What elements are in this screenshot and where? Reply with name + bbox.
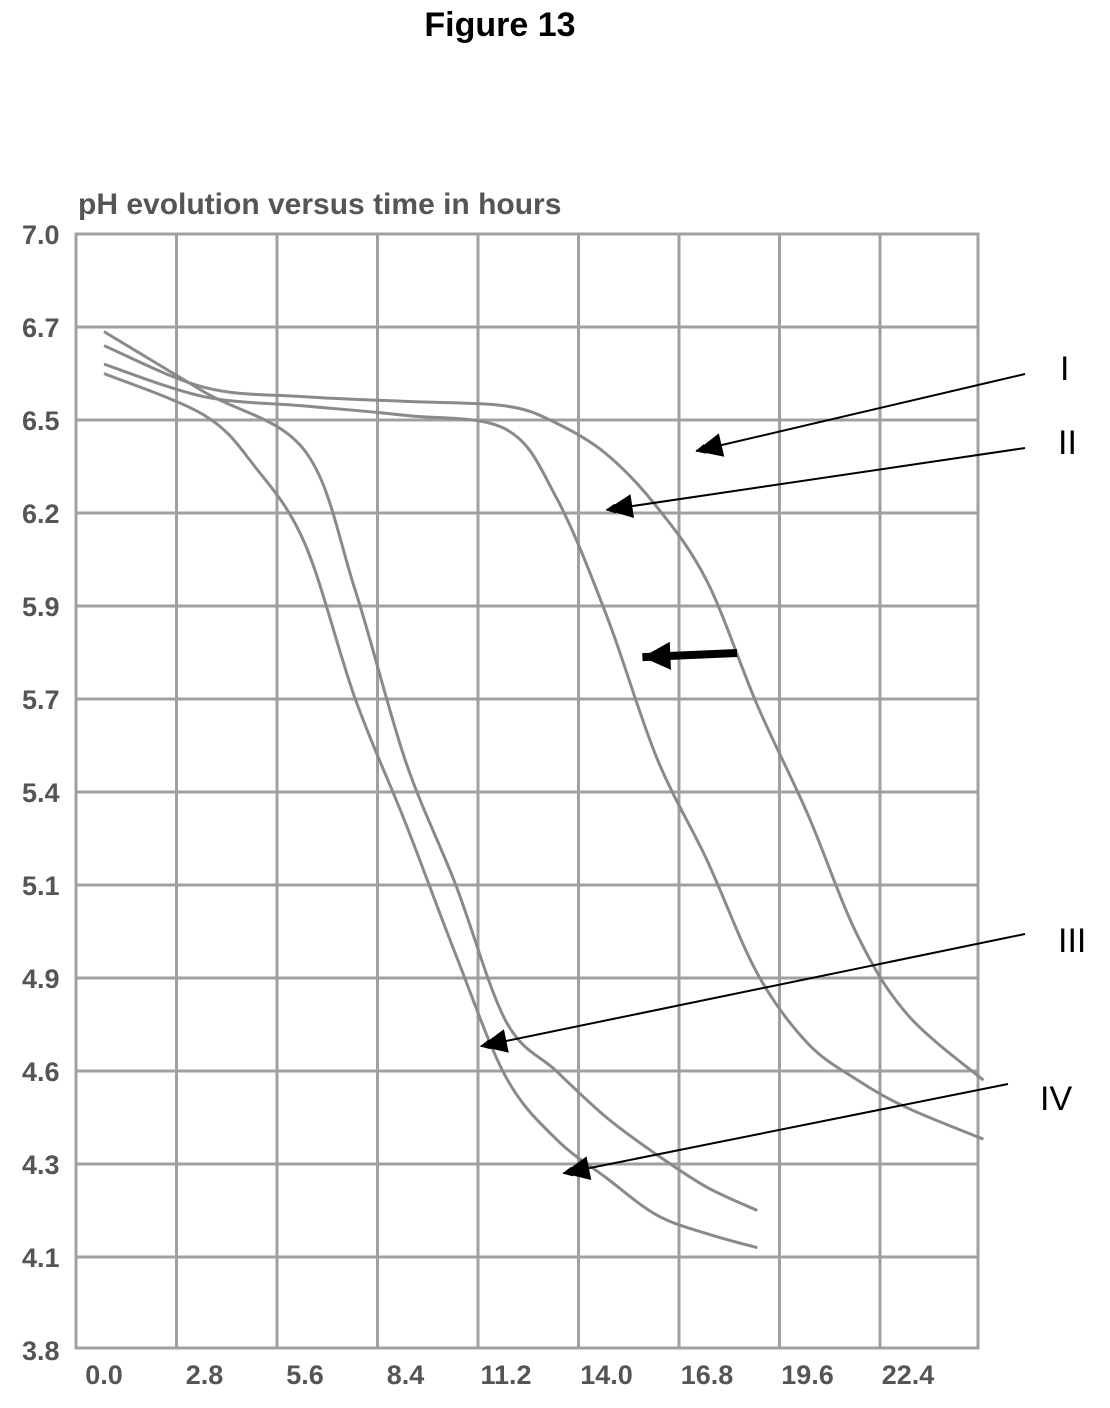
y-tick-label: 4.6 xyxy=(22,1057,60,1087)
annotation-arrow xyxy=(562,1083,1009,1177)
x-tick-label: 22.4 xyxy=(882,1360,935,1390)
annotation-arrowhead xyxy=(696,433,725,457)
annotation-arrow xyxy=(695,373,1026,454)
y-tick-label: 6.2 xyxy=(22,499,60,529)
y-tick-label: 3.8 xyxy=(22,1336,60,1366)
y-axis-ticks: 7.0 6.7 6.5 6.2 5.9 5.7 5.4 5.1 4.9 4.6 4.3 4.1 3.8 xyxy=(22,220,60,1366)
x-axis-ticks: 0.0 2.8 5.6 8.4 11.2 14.0 16.8 19.6 22.4 xyxy=(85,1360,934,1390)
curves xyxy=(103,330,985,1250)
series-IV-line xyxy=(103,372,758,1250)
x-tick-label: 19.6 xyxy=(781,1360,834,1390)
annotation-label-I: I xyxy=(1060,350,1069,388)
y-tick-label: 5.7 xyxy=(22,685,60,715)
series-I-line xyxy=(103,344,985,1082)
y-tick-label: 5.1 xyxy=(22,871,60,901)
x-tick-label: 14.0 xyxy=(580,1360,633,1390)
annotation-arrow xyxy=(605,447,1026,514)
annotation-label-II: II xyxy=(1058,424,1077,462)
annotation-arrow xyxy=(479,933,1026,1050)
figure-title: Figure 13 xyxy=(424,6,576,44)
y-tick-label: 4.1 xyxy=(22,1243,60,1273)
x-tick-label: 0.0 xyxy=(85,1360,123,1390)
annotation-arrowhead xyxy=(480,1029,509,1053)
y-tick-label: 4.3 xyxy=(22,1150,60,1180)
x-tick-label: 5.6 xyxy=(286,1360,324,1390)
grid xyxy=(74,232,980,1350)
x-tick-label: 8.4 xyxy=(387,1360,425,1390)
series-II-line xyxy=(103,362,984,1141)
y-tick-label: 4.9 xyxy=(22,964,60,994)
annotation-arrowhead xyxy=(606,494,634,518)
x-tick-label: 11.2 xyxy=(480,1360,531,1390)
y-tick-label: 6.7 xyxy=(22,313,60,343)
y-tick-label: 5.9 xyxy=(22,592,60,622)
x-tick-label: 2.8 xyxy=(186,1360,224,1390)
annotation-arrowhead xyxy=(642,641,671,670)
annotation-label-III: III xyxy=(1058,922,1086,960)
annotation-label-IV: IV xyxy=(1040,1080,1072,1118)
x-tick-label: 16.8 xyxy=(681,1360,734,1390)
y-tick-label: 7.0 xyxy=(22,220,60,250)
y-tick-label: 6.5 xyxy=(22,406,60,436)
annotation-arrowhead xyxy=(563,1156,592,1180)
chart-subtitle: pH evolution versus time in hours xyxy=(78,188,561,221)
y-tick-label: 5.4 xyxy=(22,778,60,808)
series-III-line xyxy=(103,330,758,1212)
